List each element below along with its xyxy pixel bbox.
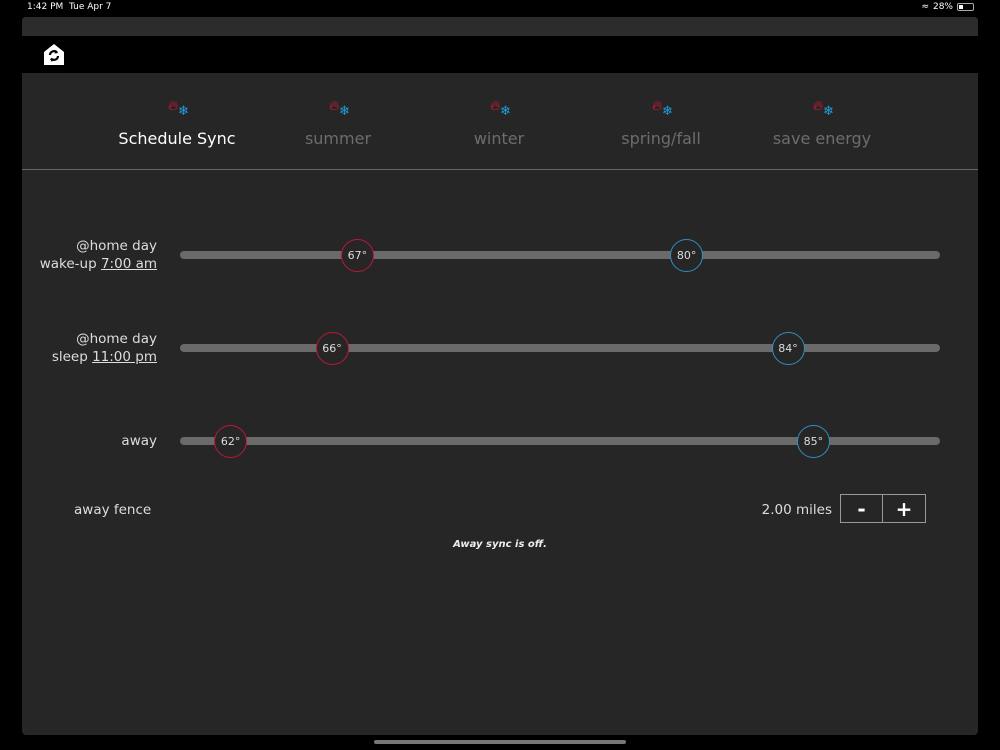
flame-icon: 🔥︎: [168, 98, 179, 114]
row-label: @home day sleep 11:00 pm: [51, 331, 157, 365]
away-fence-value: 2.00 miles: [761, 502, 832, 518]
snowflake-icon: ❄: [662, 104, 673, 119]
decrease-button[interactable]: -: [840, 494, 883, 523]
tab-label: summer: [304, 129, 372, 148]
flame-icon: 🔥︎: [490, 98, 501, 114]
temperature-range-slider[interactable]: [180, 437, 940, 445]
home-sync-icon[interactable]: [43, 43, 65, 66]
heat-setpoint-knob[interactable]: 62°: [214, 424, 248, 458]
snowflake-icon: ❄: [500, 104, 511, 119]
away-sync-status: Away sync is off.: [453, 539, 547, 550]
status-date: Tue Apr 7: [69, 2, 112, 12]
temperature-range-slider[interactable]: [180, 344, 940, 352]
heat-setpoint-knob[interactable]: 67°: [340, 238, 374, 272]
row-label: @home day wake-up 7:00 am: [39, 238, 157, 272]
tab-label: Schedule Sync: [118, 129, 236, 148]
wakeup-time-link[interactable]: 7:00 am: [100, 256, 157, 272]
app-window: 🔥︎ ❄ Schedule Sync 🔥︎ ❄ summer 🔥︎ ❄ winter 🔥︎ ❄…: [22, 17, 978, 735]
tab-save-energy[interactable]: 🔥︎ ❄ save energy: [747, 73, 897, 148]
temperature-range-slider[interactable]: [180, 251, 940, 259]
tab-winter[interactable]: 🔥︎ ❄ winter: [424, 73, 574, 148]
increase-button[interactable]: +: [883, 494, 926, 523]
tab-label: save energy: [772, 129, 872, 148]
sleep-time-link[interactable]: 11:00 pm: [92, 349, 157, 365]
heat-setpoint-knob[interactable]: 66°: [315, 331, 349, 365]
status-time: 1:42 PM: [27, 2, 64, 12]
nav-bar: [22, 36, 978, 73]
cool-setpoint-knob[interactable]: 85°: [796, 424, 830, 458]
status-bar: 1:42 PM Tue Apr 7 ≈28%: [0, 0, 1000, 17]
mode-tabs: 🔥︎ ❄ Schedule Sync 🔥︎ ❄ summer 🔥︎ ❄ winter 🔥︎ ❄…: [22, 73, 978, 170]
battery-icon: [957, 3, 974, 11]
tab-schedule-sync[interactable]: 🔥︎ ❄ Schedule Sync: [102, 73, 252, 148]
wifi-icon: ≈: [921, 2, 929, 12]
away-fence-label: away fence: [74, 502, 152, 518]
fence-stepper: - +: [840, 494, 926, 523]
tab-label: spring/fall: [621, 129, 701, 148]
home-indicator[interactable]: [374, 740, 626, 744]
cool-setpoint-knob[interactable]: 80°: [670, 238, 704, 272]
cool-setpoint-knob[interactable]: 84°: [771, 331, 805, 365]
tab-label: winter: [473, 129, 525, 148]
tab-summer[interactable]: 🔥︎ ❄ summer: [263, 73, 413, 148]
battery-percent: 28%: [932, 2, 953, 12]
flame-icon: 🔥︎: [652, 98, 663, 114]
snowflake-icon: ❄: [823, 104, 834, 119]
tab-spring-fall[interactable]: 🔥︎ ❄ spring/fall: [586, 73, 736, 148]
snowflake-icon: ❄: [178, 104, 189, 119]
row-label: away: [121, 433, 157, 449]
flame-icon: 🔥︎: [329, 98, 340, 114]
snowflake-icon: ❄: [339, 104, 350, 119]
flame-icon: 🔥︎: [813, 98, 824, 114]
